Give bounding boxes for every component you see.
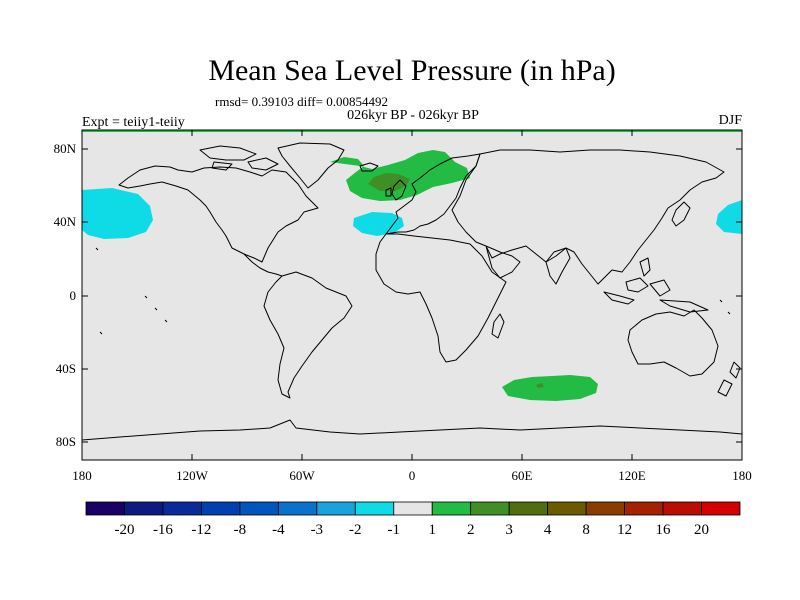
arctic-islands-coast bbox=[199, 145, 279, 171]
greenland-coast bbox=[277, 142, 345, 189]
figure-title: Mean Sea Level Pressure (in hPa) bbox=[208, 54, 615, 87]
colorbar-swatch bbox=[470, 501, 510, 516]
colorbar-label: 8 bbox=[582, 522, 590, 538]
colorbar-label: -16 bbox=[153, 522, 173, 538]
colorbar-swatch bbox=[701, 501, 741, 516]
lon-tick-label: 180 bbox=[732, 468, 752, 483]
season-label: DJF bbox=[719, 113, 743, 128]
far-east-pacific-negative bbox=[716, 200, 742, 234]
central-america-coast bbox=[243, 253, 283, 277]
lon-tick-label: 120W bbox=[176, 468, 209, 483]
asia-coast bbox=[451, 149, 725, 285]
colorbar-swatch bbox=[239, 501, 279, 516]
pacific-islands-coast bbox=[95, 247, 731, 335]
colorbar-label: 4 bbox=[544, 522, 552, 538]
colorbar-label: -1 bbox=[388, 522, 401, 538]
colorbar-label: -12 bbox=[191, 522, 211, 538]
southern-ocean-positive bbox=[502, 375, 598, 401]
colorbar-swatch bbox=[624, 501, 664, 516]
colorbar-label: 1 bbox=[428, 522, 436, 538]
colorbar-label: -8 bbox=[234, 522, 247, 538]
lat-tick-label: 80N bbox=[54, 141, 77, 156]
japan-coast bbox=[671, 201, 691, 227]
colorbar-label: 3 bbox=[505, 522, 513, 538]
colorbar-swatch bbox=[162, 501, 202, 516]
lon-tick-label: 60E bbox=[512, 468, 533, 483]
colorbar-label: -3 bbox=[311, 522, 324, 538]
colorbar-label: -2 bbox=[349, 522, 362, 538]
africa-coast bbox=[375, 233, 507, 363]
colorbar-swatch bbox=[85, 501, 125, 516]
colorbar-swatch bbox=[431, 501, 472, 516]
colorbar-swatch bbox=[585, 501, 625, 516]
australia-coast bbox=[627, 309, 719, 377]
colorbar-swatch bbox=[201, 501, 241, 516]
map-panel bbox=[82, 130, 742, 460]
north-pacific-negative bbox=[82, 188, 153, 239]
colorbar-swatch bbox=[547, 501, 587, 516]
colorbar-swatch bbox=[124, 501, 164, 516]
colorbar-label: -4 bbox=[272, 522, 285, 538]
lat-tick-label: 80S bbox=[56, 434, 76, 449]
southern-ocean-positive-core bbox=[536, 383, 544, 388]
iceland-coast bbox=[359, 162, 379, 172]
colorbar-label: 12 bbox=[617, 522, 632, 538]
colorbar-swatch bbox=[354, 501, 395, 516]
madagascar-coast bbox=[491, 313, 505, 339]
colorbar-swatch bbox=[508, 501, 549, 516]
colorbar-swatch bbox=[316, 501, 356, 516]
north-atlantic-positive-core bbox=[368, 173, 410, 191]
colorbar-swatch bbox=[662, 501, 702, 516]
experiment-label: Expt = teiiy1-teiiy bbox=[82, 115, 185, 130]
british-isles-coast bbox=[385, 179, 407, 201]
lat-tick-label: 40N bbox=[54, 214, 77, 229]
new-zealand-coast bbox=[717, 361, 741, 397]
north-atlantic-negative bbox=[353, 212, 404, 236]
lon-tick-label: 60W bbox=[289, 468, 315, 483]
lon-tick-label: 0 bbox=[409, 468, 416, 483]
se-asia-islands-coast bbox=[603, 257, 709, 313]
north-america-coast bbox=[118, 165, 319, 263]
colorbar-swatch bbox=[277, 501, 318, 516]
lat-tick-label: 0 bbox=[70, 288, 77, 303]
lat-tick-label: 40S bbox=[56, 361, 76, 376]
antarctica-coast bbox=[82, 419, 742, 441]
arabia-coast bbox=[485, 245, 521, 279]
latitude-axis: 80N 40N 0 40S 80S bbox=[54, 141, 742, 449]
period-label: 026kyr BP - 026kyr BP bbox=[347, 108, 479, 123]
coastlines bbox=[82, 142, 742, 441]
colorbar-swatch bbox=[393, 501, 433, 516]
south-america-coast bbox=[263, 271, 353, 399]
colorbar-label: -20 bbox=[114, 522, 134, 538]
colorbar-label: 20 bbox=[694, 522, 709, 538]
colorbar: -20 -16 -12 -8 -4 -3 -2 -1 1 2 3 4 8 12 16 20 bbox=[85, 501, 741, 538]
lon-tick-label: 180 bbox=[72, 468, 92, 483]
colorbar-label: 16 bbox=[656, 522, 672, 538]
lon-tick-label: 120E bbox=[618, 468, 646, 483]
stats-label: rmsd= 0.39103 diff= 0.00854492 bbox=[215, 94, 388, 109]
india-coast bbox=[545, 247, 571, 285]
colorbar-label: 2 bbox=[467, 522, 475, 538]
longitude-axis: 180 120W 60W 0 60E 120E 180 bbox=[72, 130, 752, 483]
